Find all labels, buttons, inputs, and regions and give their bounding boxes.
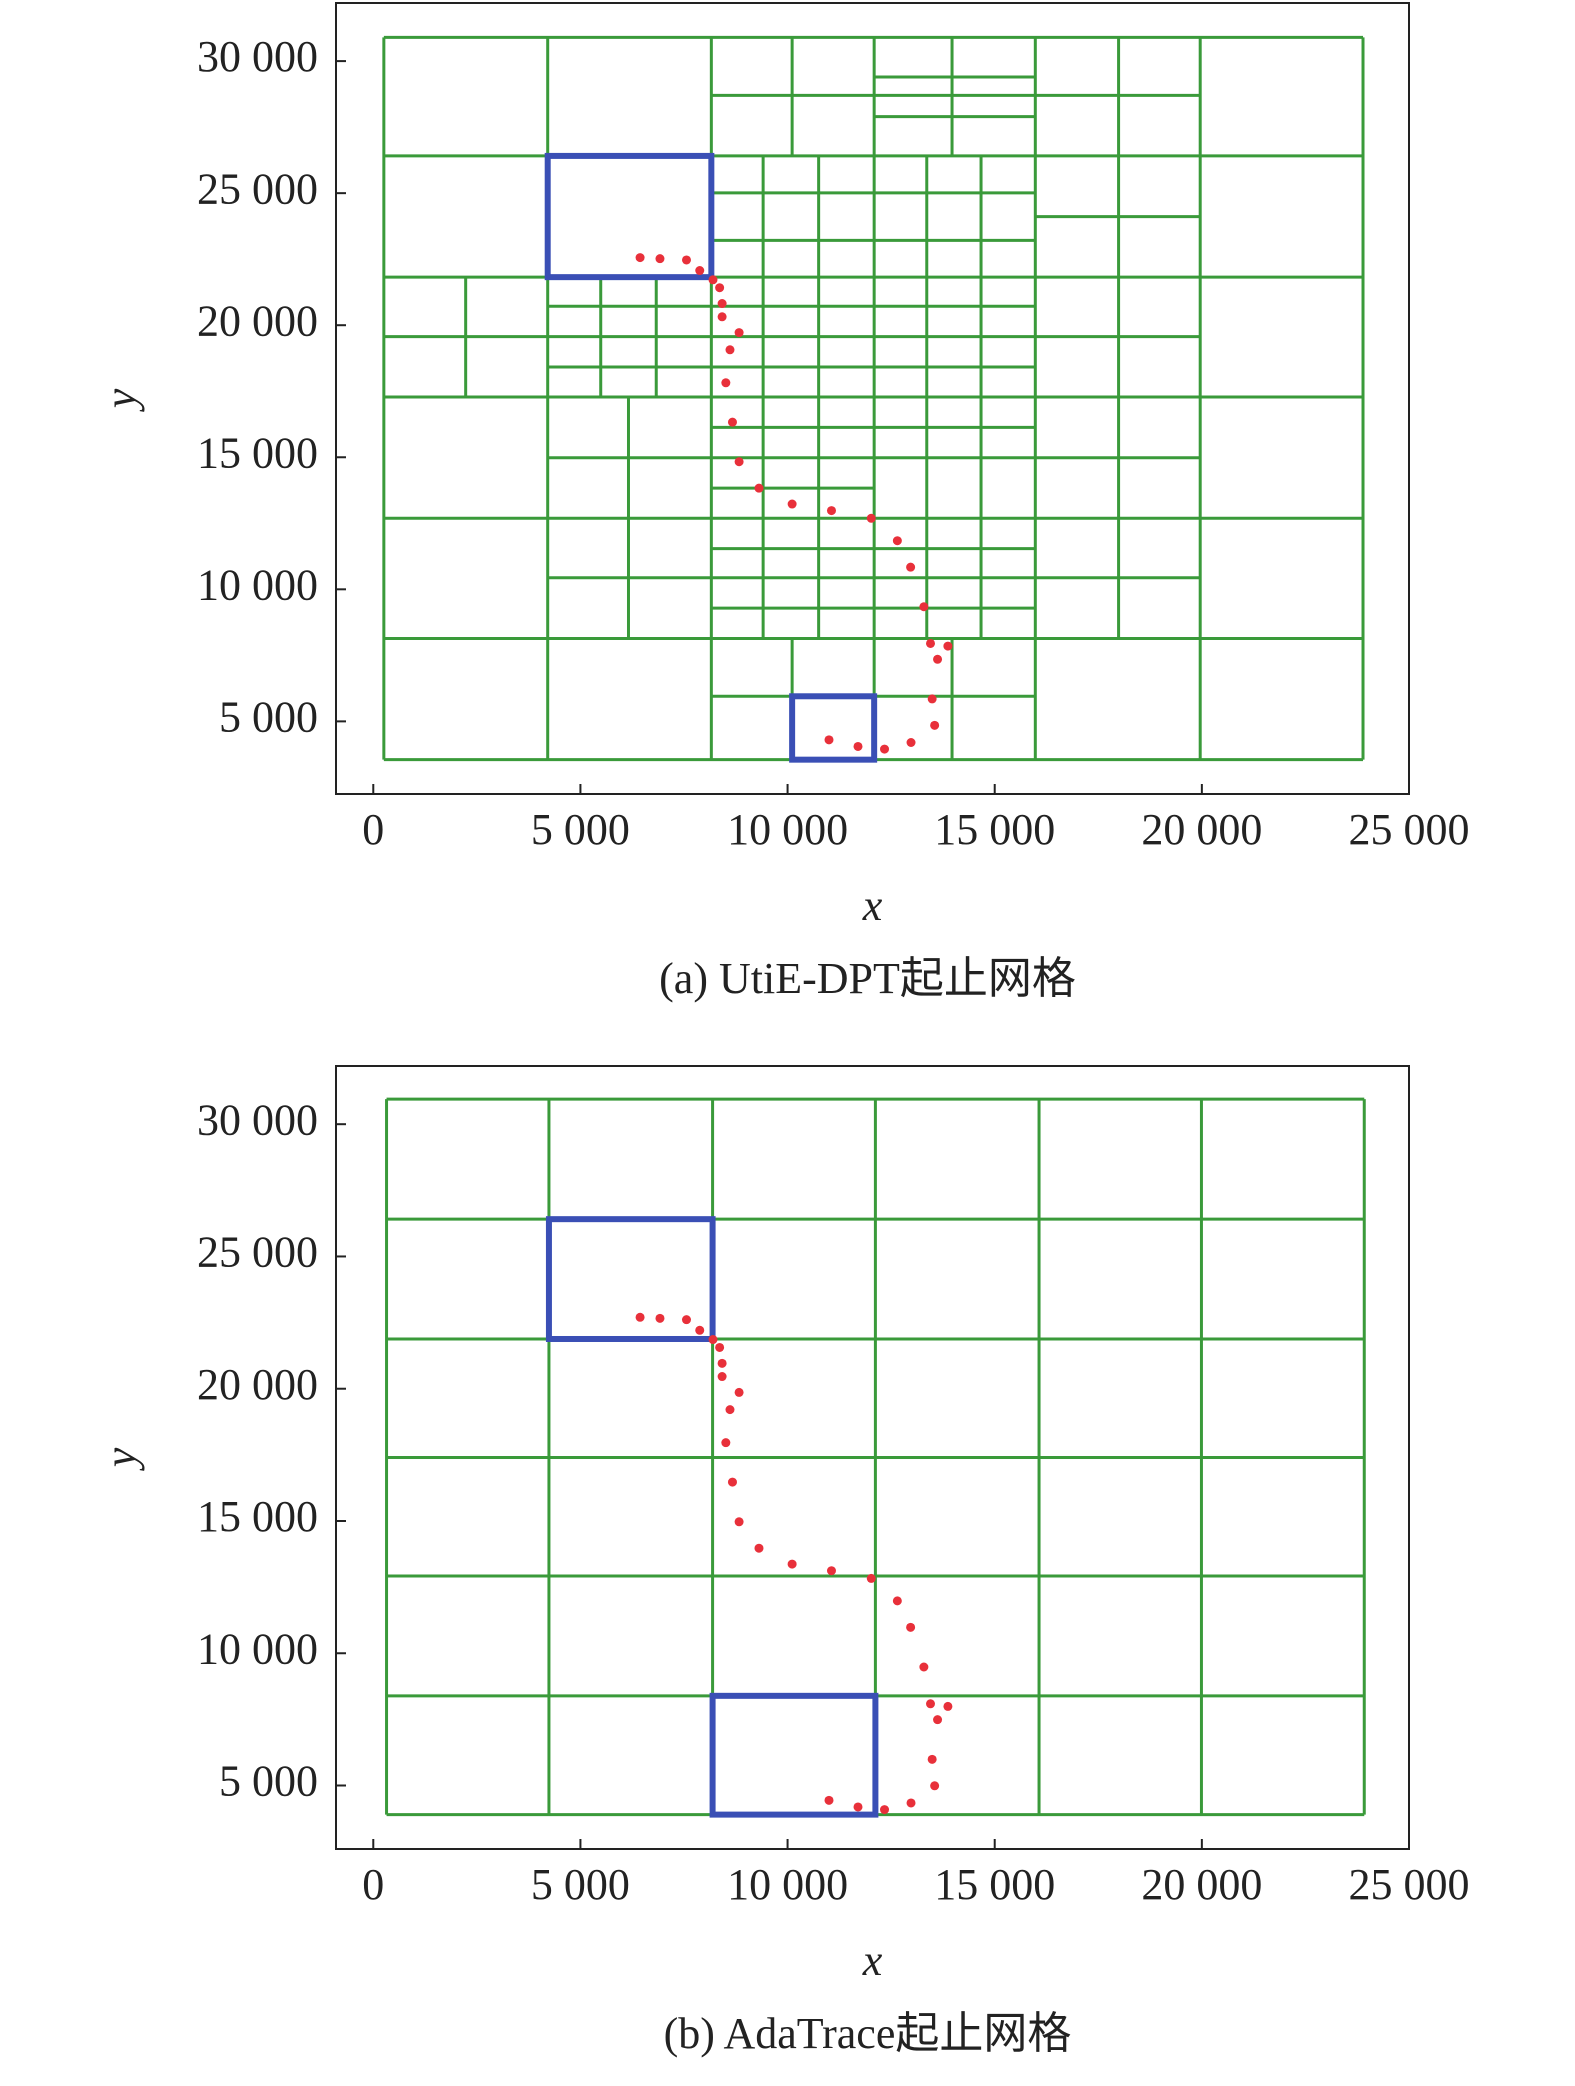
- x-tick-label: 10 000: [727, 805, 848, 854]
- trajectory-point: [866, 1573, 876, 1583]
- y-tick-label: 10 000: [197, 1624, 318, 1673]
- x-tick-label: 20 000: [1141, 1860, 1262, 1909]
- trajectory-point: [708, 275, 718, 285]
- trajectory-point: [754, 1543, 764, 1553]
- od-cell: [789, 693, 878, 763]
- x-tick-label: 20 000: [1141, 805, 1262, 854]
- trajectory-point: [717, 1372, 727, 1382]
- trajectory-point: [725, 1405, 735, 1415]
- y-tick-label: 10 000: [197, 560, 318, 609]
- trajectory-point: [926, 638, 935, 648]
- plot-frame: [335, 2, 1410, 795]
- trajectory-point: [754, 483, 764, 493]
- y-axis-title: y: [96, 388, 145, 412]
- trajectory-point: [695, 1325, 705, 1335]
- x-tick-label: 0: [362, 805, 384, 854]
- trajectory-point: [734, 457, 744, 467]
- y-tick-label: 30 000: [197, 1095, 318, 1144]
- trajectory-point: [880, 1805, 890, 1815]
- x-tick-label: 15 000: [934, 1860, 1055, 1909]
- y-axis-title: y: [96, 1447, 145, 1471]
- trajectory-point: [866, 513, 876, 523]
- trajectory-point: [826, 506, 836, 516]
- trajectory-point: [927, 694, 937, 704]
- trajectory-point: [715, 1342, 725, 1352]
- trajectory-point: [824, 735, 834, 745]
- trajectory-point: [933, 1715, 943, 1725]
- trajectory-point: [906, 737, 916, 747]
- trajectory-point: [655, 254, 665, 264]
- x-tick-label: 5 000: [531, 805, 630, 854]
- trajectory-point: [727, 417, 737, 427]
- trajectory-point: [787, 1559, 797, 1569]
- trajectory-point: [708, 1335, 718, 1345]
- trajectory-point: [681, 1315, 691, 1325]
- trajectory-point: [943, 641, 953, 651]
- trajectory-point: [906, 1622, 916, 1632]
- trajectory-point: [655, 1313, 665, 1323]
- trajectory-point: [930, 1781, 940, 1791]
- od-cell: [544, 152, 715, 281]
- x-tick-label: 10 000: [727, 1860, 848, 1909]
- trajectory-point: [635, 1312, 645, 1322]
- y-tick-label: 15 000: [197, 1492, 318, 1541]
- trajectory-point: [734, 1517, 744, 1527]
- plot-frame: [335, 1065, 1410, 1850]
- trajectory-point: [853, 741, 863, 751]
- trajectory-point: [734, 1387, 744, 1397]
- trajectory-point: [880, 744, 890, 754]
- y-tick-label: 25 000: [197, 164, 318, 213]
- y-tick-label: 25 000: [197, 1228, 318, 1277]
- y-tick-label: 20 000: [197, 296, 318, 345]
- y-tick-label: 30 000: [197, 32, 318, 81]
- od-cell: [545, 1216, 716, 1342]
- trajectory-point: [853, 1802, 863, 1812]
- trajectory-point: [926, 1699, 935, 1709]
- trajectory-point: [919, 602, 929, 612]
- trajectory-point: [721, 1438, 731, 1448]
- trajectory-point: [717, 299, 727, 309]
- x-axis-title: x: [862, 881, 883, 930]
- trajectory-point: [681, 255, 691, 265]
- caption: (b) AdaTrace起止网格: [664, 2009, 1072, 2058]
- trajectory-point: [635, 253, 645, 263]
- y-tick-label: 5 000: [219, 1757, 318, 1806]
- trajectory-point: [727, 1477, 737, 1487]
- x-tick-label: 5 000: [531, 1860, 630, 1909]
- trajectory-point: [717, 1358, 727, 1368]
- trajectory-point: [715, 283, 725, 293]
- y-tick-label: 20 000: [197, 1360, 318, 1409]
- trajectory-point: [824, 1795, 834, 1805]
- y-tick-label: 5 000: [219, 692, 318, 741]
- trajectory-point: [717, 312, 727, 322]
- trajectory-point: [695, 266, 705, 276]
- x-tick-label: 15 000: [934, 805, 1055, 854]
- caption: (a) UtiE-DPT起止网格: [659, 954, 1076, 1003]
- x-tick-label: 0: [362, 1860, 384, 1909]
- trajectory-point: [919, 1662, 929, 1672]
- trajectory-point: [734, 328, 744, 338]
- trajectory-point: [927, 1754, 937, 1764]
- trajectory-point: [725, 345, 735, 355]
- y-tick-label: 15 000: [197, 428, 318, 477]
- trajectory-point: [906, 1798, 916, 1808]
- trajectory-point: [892, 1596, 902, 1606]
- od-cell: [709, 1692, 879, 1818]
- trajectory-point: [933, 654, 943, 664]
- trajectory-point: [930, 720, 940, 730]
- trajectory-point: [721, 378, 731, 388]
- x-axis-title: x: [862, 1936, 883, 1985]
- x-tick-label: 25 000: [1349, 1860, 1470, 1909]
- trajectory-point: [943, 1701, 953, 1711]
- trajectory-point: [826, 1566, 836, 1576]
- trajectory-point: [892, 536, 902, 546]
- trajectory-point: [787, 499, 797, 509]
- x-tick-label: 25 000: [1349, 805, 1470, 854]
- trajectory-point: [906, 562, 916, 572]
